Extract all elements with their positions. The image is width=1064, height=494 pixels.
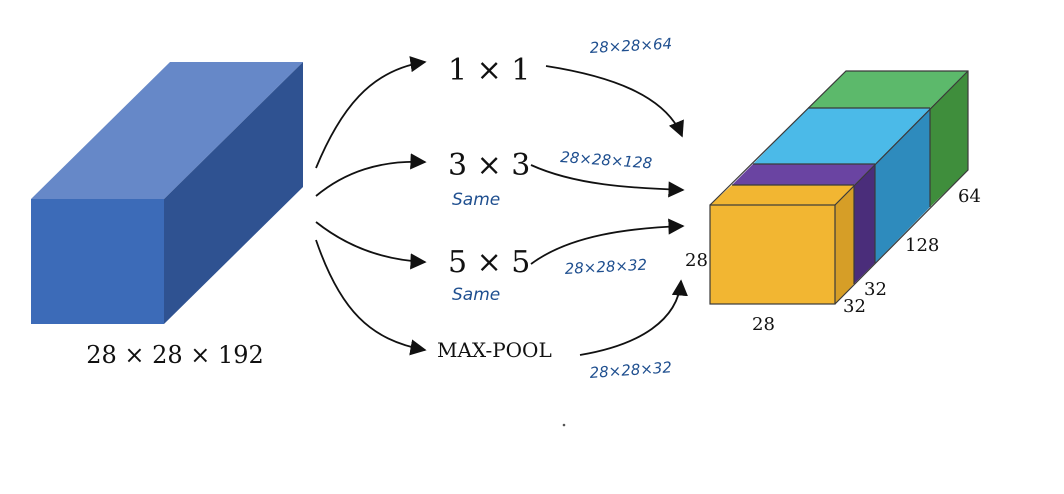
arrow-from-1x1 xyxy=(545,65,684,138)
input-dimensions-label: 28 × 28 × 192 xyxy=(86,341,264,369)
output-depth-label-green: 64 xyxy=(958,186,981,207)
output-volume xyxy=(709,70,969,305)
branch-1x1-output-dims: 28×28×64 xyxy=(589,35,672,57)
arrow-from-3x3 xyxy=(530,164,685,198)
output-green-block-top xyxy=(808,71,968,108)
arrow-to-5x5 xyxy=(315,221,427,270)
output-purple-block-top xyxy=(732,164,875,185)
output-orange-block-front xyxy=(710,205,835,304)
branch-3x3-label: 3 × 3 xyxy=(448,148,530,183)
output-arrows xyxy=(530,65,688,356)
arrow-to-max-pool xyxy=(315,239,427,356)
output-purple-block-side xyxy=(854,164,875,284)
branch-max-pool-label: MAX-POOL xyxy=(437,338,552,362)
output-width-label: 28 xyxy=(752,314,775,335)
arrow-to-3x3 xyxy=(315,153,427,197)
output-depth-label-purple: 32 xyxy=(864,279,887,300)
output-depth-label-orange: 32 xyxy=(843,296,866,317)
branch-5x5-padding-note: Same xyxy=(452,285,500,305)
arrow-to-1x1 xyxy=(315,56,427,169)
output-orange-block-top xyxy=(710,185,854,205)
output-orange-block-side xyxy=(835,185,854,304)
input-volume xyxy=(31,62,303,324)
branch-1x1-label: 1 × 1 xyxy=(448,53,530,88)
branch-3x3-output-dims: 28×28×128 xyxy=(560,148,653,172)
branch-max-pool-output-dims: 28×28×32 xyxy=(589,358,672,382)
branch-3x3-padding-note: Same xyxy=(452,190,500,210)
arrow-from-5x5 xyxy=(530,218,685,265)
output-green-block-side xyxy=(930,71,968,207)
stray-dot xyxy=(562,423,566,427)
output-height-label: 28 xyxy=(685,250,708,271)
input-volume-side-face xyxy=(164,62,303,324)
input-volume-front-face xyxy=(31,199,164,324)
output-blue-block-side xyxy=(875,108,930,263)
arrow-from-max-pool xyxy=(579,279,688,356)
input-arrows xyxy=(315,56,427,356)
output-depth-label-blue: 128 xyxy=(905,235,939,256)
branch-5x5-label: 5 × 5 xyxy=(448,245,530,280)
branch-5x5-output-dims: 28×28×32 xyxy=(564,256,647,278)
output-blue-block-top xyxy=(753,108,930,164)
input-volume-top-face xyxy=(31,62,303,199)
